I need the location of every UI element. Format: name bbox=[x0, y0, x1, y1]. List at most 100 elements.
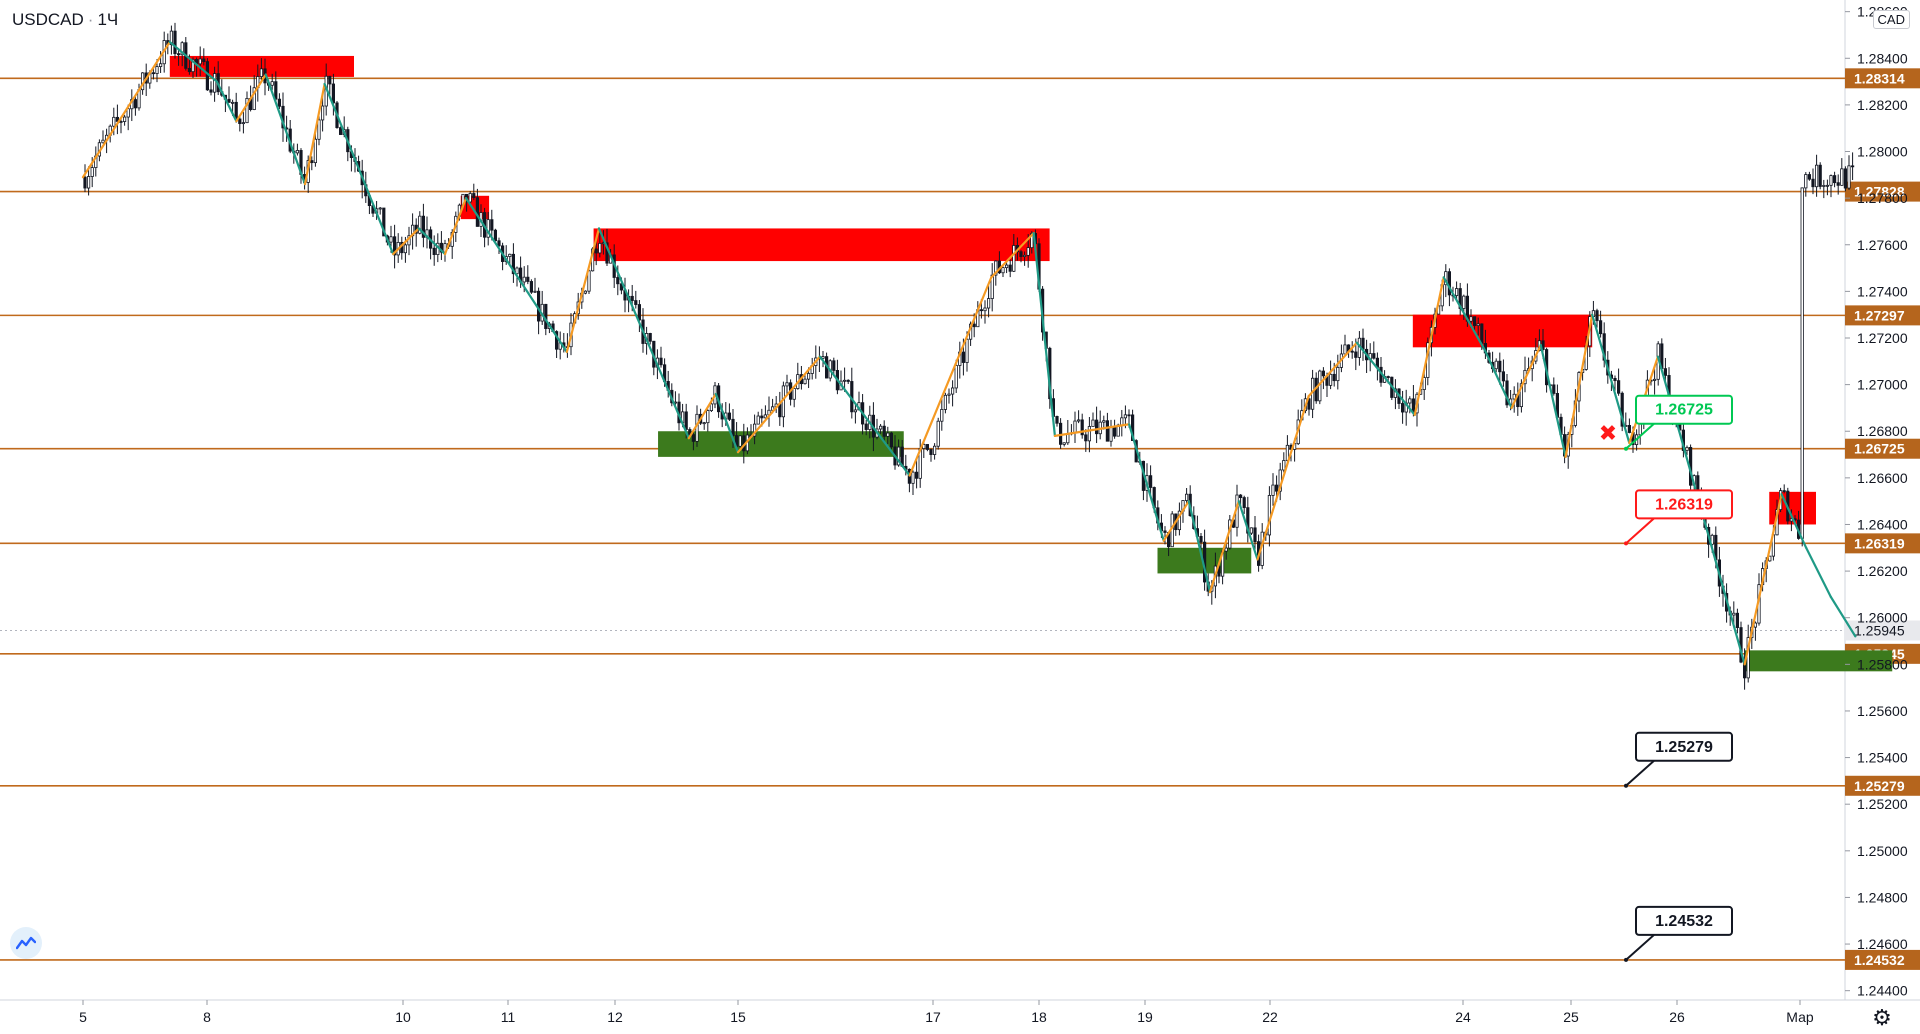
candle-down bbox=[864, 423, 868, 430]
demand-zone bbox=[658, 431, 904, 457]
candle-up bbox=[403, 244, 408, 254]
zigzag-up-leg bbox=[1307, 341, 1358, 398]
y-tick-label: 1.25800 bbox=[1857, 656, 1908, 672]
candle-up bbox=[241, 122, 245, 125]
candle-down bbox=[1332, 373, 1336, 382]
candle-down bbox=[511, 253, 516, 275]
y-tick-label: 1.25400 bbox=[1857, 750, 1908, 766]
zigzag-down-leg bbox=[1483, 348, 1513, 410]
candle-down bbox=[202, 58, 206, 62]
candle-up bbox=[936, 420, 940, 447]
candle-down bbox=[648, 333, 652, 342]
candle-up bbox=[270, 81, 274, 86]
candle-up bbox=[1005, 264, 1009, 269]
callout-label: 1.26319 bbox=[1655, 496, 1713, 513]
candle-down bbox=[1163, 530, 1167, 533]
candle-up bbox=[191, 59, 195, 73]
candle-down bbox=[1307, 398, 1311, 410]
candle-down bbox=[1372, 353, 1376, 359]
candle-up bbox=[1282, 460, 1286, 471]
candle-up bbox=[468, 193, 472, 203]
zigzag-down-leg bbox=[1780, 493, 1808, 549]
candle-down bbox=[619, 283, 624, 291]
symbol-title[interactable]: USDCAD · 1Ч bbox=[12, 10, 118, 30]
candle-up bbox=[198, 58, 202, 65]
candle-up bbox=[940, 409, 944, 422]
candle-down bbox=[173, 30, 177, 55]
candle-up bbox=[853, 409, 858, 413]
candle-down bbox=[1480, 323, 1484, 344]
candle-up bbox=[212, 73, 217, 93]
zones bbox=[169, 55, 1893, 672]
candle-up bbox=[378, 207, 382, 210]
candle-down bbox=[1149, 475, 1153, 488]
candle-up bbox=[1224, 547, 1228, 552]
time-axis: 5 8 10 11 12 15 17 18 19 22 24 25 26 Мар ⚙ bbox=[79, 1000, 1892, 1030]
candle-up bbox=[1847, 165, 1851, 189]
invalidated-cross-icon: ✖ bbox=[1599, 421, 1617, 446]
candle-down bbox=[832, 360, 836, 371]
candle-down bbox=[151, 72, 155, 75]
zigzag-down-leg bbox=[1539, 343, 1567, 458]
candle-down bbox=[1807, 174, 1811, 180]
candle-down bbox=[979, 309, 984, 312]
candle-down bbox=[83, 176, 87, 189]
candle-down bbox=[1602, 333, 1606, 361]
candle-down bbox=[1008, 264, 1012, 272]
candle-up bbox=[911, 471, 915, 484]
currency-badge[interactable]: CAD bbox=[1872, 10, 1910, 29]
candle-up bbox=[1829, 175, 1833, 186]
level-tag-label: 1.26725 bbox=[1854, 441, 1905, 457]
y-tick-label: 1.26600 bbox=[1857, 470, 1908, 486]
candle-up bbox=[738, 435, 742, 447]
candle-down bbox=[1275, 484, 1279, 492]
candle-down bbox=[915, 471, 919, 479]
candle-up bbox=[533, 290, 537, 293]
candle-down bbox=[616, 277, 620, 285]
candle-up bbox=[1494, 360, 1498, 370]
callout-pointer bbox=[1625, 934, 1655, 961]
candle-down bbox=[133, 99, 137, 109]
x-tick-label: Мар bbox=[1786, 1009, 1814, 1025]
candle-up bbox=[317, 119, 321, 140]
candle-up bbox=[1653, 378, 1657, 381]
candle-up bbox=[1062, 442, 1066, 445]
candle-up bbox=[1123, 414, 1127, 419]
candle-up bbox=[245, 98, 249, 124]
candle-down bbox=[882, 425, 886, 437]
candle-down bbox=[274, 81, 278, 100]
candle-up bbox=[1177, 510, 1181, 531]
callout-box bbox=[1635, 394, 1733, 425]
candle-down bbox=[630, 295, 634, 301]
candle-up bbox=[1343, 344, 1347, 355]
zigzag-up-leg bbox=[736, 355, 822, 454]
candle-down bbox=[1836, 182, 1840, 186]
tradingview-logo-icon[interactable] bbox=[10, 927, 42, 959]
x-tick-label: 15 bbox=[730, 1009, 746, 1025]
zigzag-down-leg bbox=[1591, 313, 1631, 444]
candle-down bbox=[1620, 392, 1624, 427]
candle-up bbox=[886, 432, 890, 437]
candle-up bbox=[230, 101, 235, 104]
candle-up bbox=[1336, 367, 1340, 382]
zigzag-up-leg bbox=[1413, 276, 1445, 417]
candle-up bbox=[1455, 288, 1459, 296]
candle-up bbox=[994, 260, 998, 276]
zigzag bbox=[81, 40, 1857, 666]
zigzag-up-leg bbox=[81, 40, 171, 179]
candle-up bbox=[1185, 493, 1189, 501]
candle-up bbox=[1825, 184, 1829, 187]
candle-up bbox=[1030, 233, 1034, 249]
x-tick-label: 25 bbox=[1563, 1009, 1579, 1025]
candle-up bbox=[1001, 267, 1005, 274]
callout-label: 1.24532 bbox=[1655, 913, 1713, 930]
candle-up bbox=[259, 68, 264, 77]
level-tag-label: 1.24532 bbox=[1854, 952, 1905, 968]
candle-up bbox=[1023, 254, 1027, 257]
zigzag-up-leg bbox=[990, 232, 1035, 279]
candle-down bbox=[605, 242, 609, 264]
level-tag-label: 1.27828 bbox=[1854, 184, 1905, 200]
candle-up bbox=[709, 403, 714, 412]
candle-down bbox=[526, 276, 530, 282]
